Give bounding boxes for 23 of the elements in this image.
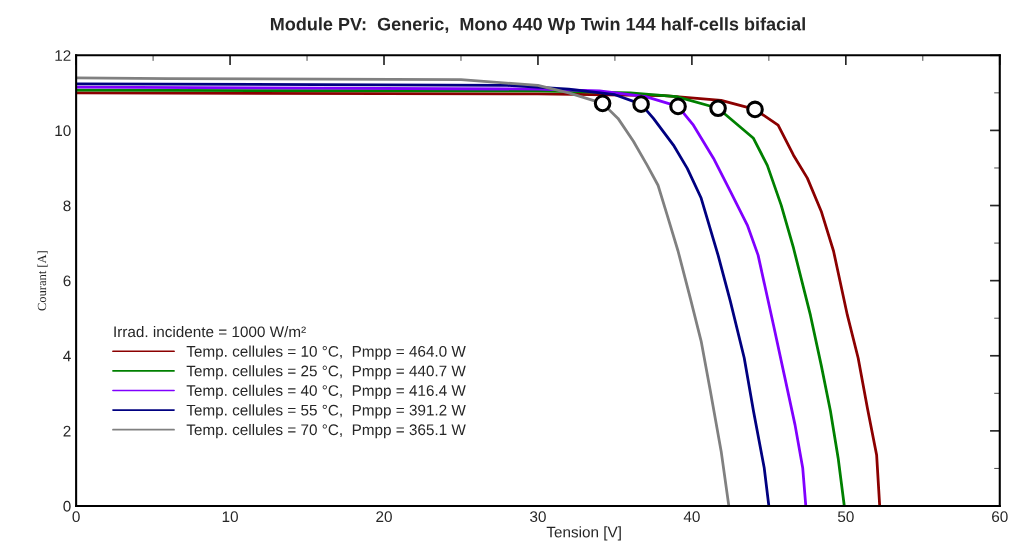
- x-tick-label: 20: [376, 511, 392, 523]
- y-tick-label: 2: [63, 425, 71, 437]
- legend-title: Irrad. incidente = 1000 W/m²: [114, 325, 306, 338]
- x-axis-title: Tension [V]: [546, 526, 621, 541]
- y-tick-label: 6: [63, 275, 71, 287]
- x-tick-label: 40: [683, 511, 700, 523]
- x-tick-label: 50: [837, 511, 854, 523]
- y-tick-label: 4: [63, 350, 71, 362]
- x-tick-label: 30: [530, 511, 546, 523]
- legend-label: Temp. cellules = 10 °C, Pmpp = 464.0 W: [186, 345, 466, 360]
- legend-label: Temp. cellules = 25 °C, Pmpp = 440.7 W: [186, 365, 466, 380]
- y-tick-label: 10: [55, 125, 71, 137]
- y-axis-title: Courant [A]: [37, 251, 48, 311]
- y-tick-label: 12: [55, 50, 71, 61]
- legend-label: Temp. cellules = 70 °C, Pmpp = 365.1 W: [186, 423, 466, 439]
- x-tick-label: 0: [72, 511, 80, 523]
- legend-label: Temp. cellules = 55 °C, Pmpp = 391.2 W: [186, 404, 466, 419]
- x-tick-label: 60: [992, 511, 1008, 523]
- x-tick-label: 10: [222, 511, 238, 523]
- y-tick-label: 0: [63, 500, 71, 512]
- legend-label: Temp. cellules = 40 °C, Pmpp = 416.4 W: [186, 384, 466, 399]
- y-tick-label: 8: [63, 200, 71, 212]
- chart-title: Module PV: Generic, Mono 440 Wp Twin 144 half-cells bifacial: [270, 17, 805, 35]
